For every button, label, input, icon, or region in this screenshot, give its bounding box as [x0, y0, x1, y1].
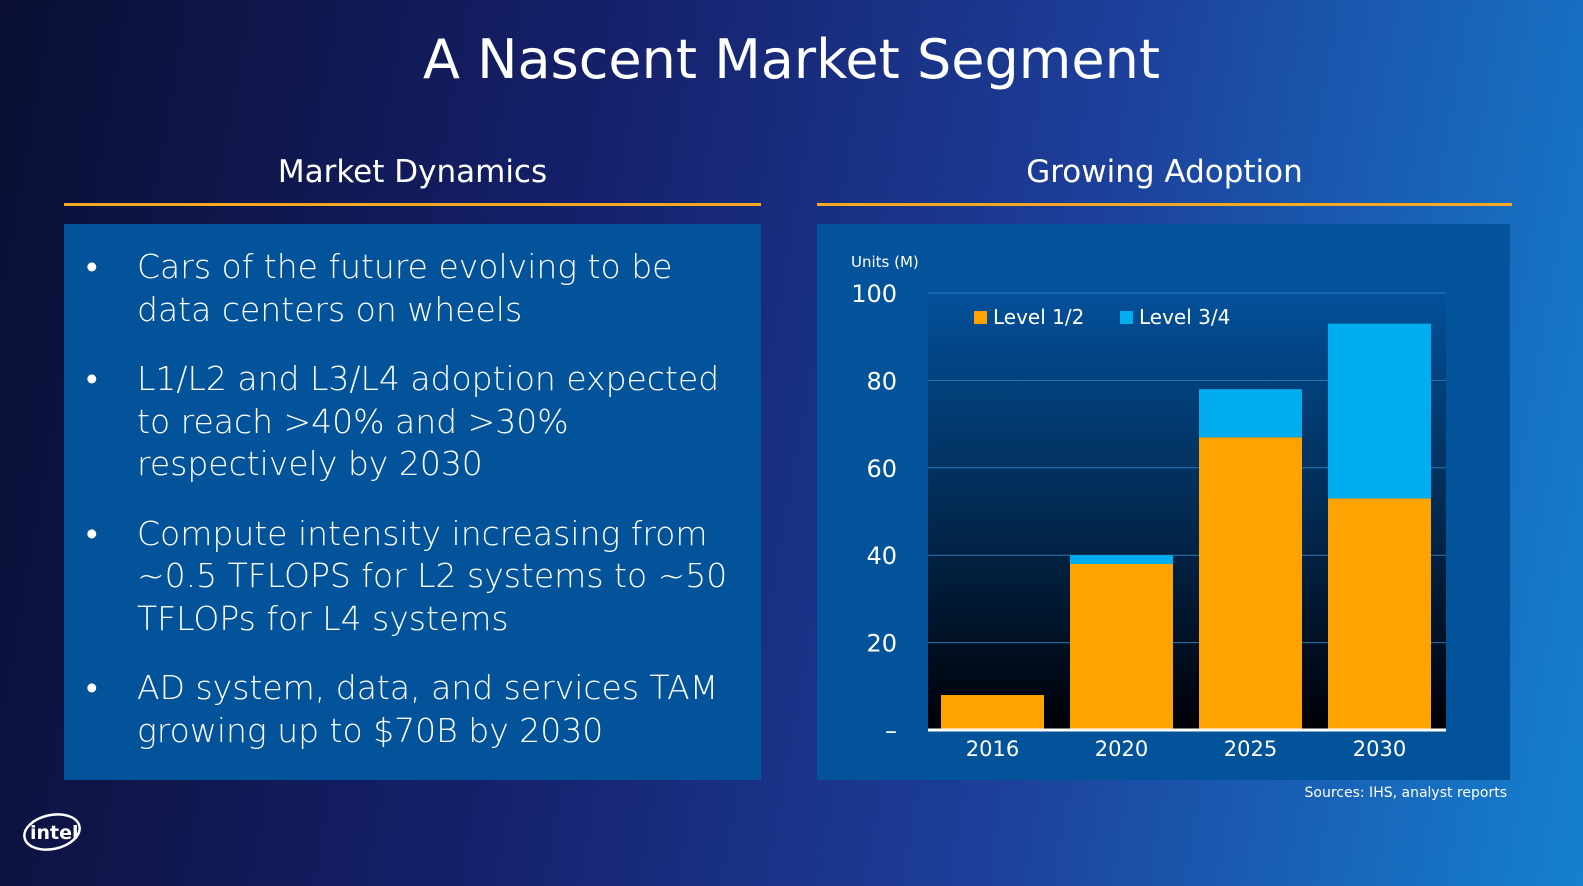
svg-text:intel: intel — [30, 822, 79, 844]
x-tick-label: 2025 — [1224, 737, 1277, 761]
heading-underline-left — [64, 203, 761, 206]
bar-level-3-4-2025 — [1199, 389, 1302, 438]
market-dynamics-panel: • Cars of the future evolving to be data … — [64, 224, 761, 780]
bar-level-1-2-2016 — [941, 695, 1044, 730]
legend-label: Level 3/4 — [1139, 305, 1230, 329]
bar-level-1-2-2020 — [1070, 563, 1173, 730]
bullet-text: Cars of the future evolving to be data c… — [137, 247, 673, 329]
legend-swatch — [1120, 311, 1133, 324]
bullet-list: • Cars of the future evolving to be data … — [64, 224, 761, 752]
bullet-icon: • — [86, 359, 98, 398]
bullet-item: • AD system, data, and services TAM growi… — [64, 667, 741, 752]
bullet-text: AD system, data, and services TAM growin… — [137, 668, 719, 750]
bar-level-1-2-2030 — [1328, 498, 1431, 730]
sources-note: Sources: IHS, analyst reports — [1304, 785, 1507, 801]
intel-logo: intel — [22, 812, 84, 858]
bullet-icon: • — [86, 247, 98, 286]
y-tick-label: – — [885, 717, 897, 745]
y-tick-label: 20 — [866, 630, 897, 658]
bullet-icon: • — [86, 668, 98, 707]
legend-label: Level 1/2 — [993, 305, 1084, 329]
heading-underline-right — [817, 203, 1512, 206]
x-tick-label: 2030 — [1353, 737, 1406, 761]
slide-title: A Nascent Market Segment — [423, 28, 1160, 91]
bullet-item: • Compute intensity increasing from ~0.5 … — [64, 513, 741, 641]
legend-swatch — [974, 311, 987, 324]
chart-panel: – 20 40 60 80 100 2016 2020 2025 2030 Level 1/2 Le… — [817, 224, 1510, 780]
bullet-text: L1/L2 and L3/L4 adoption expected to rea… — [137, 359, 720, 483]
bar-level-1-2-2025 — [1199, 437, 1302, 730]
x-tick-label: 2016 — [966, 737, 1019, 761]
growing-adoption-heading: Growing Adoption — [1026, 154, 1303, 190]
bullet-item: • Cars of the future evolving to be data … — [64, 246, 741, 331]
bullet-text: Compute intensity increasing from ~0.5 T… — [137, 513, 728, 638]
y-tick-label: 80 — [866, 367, 897, 395]
bar-level-3-4-2020 — [1070, 555, 1173, 564]
bar-level-3-4-2030 — [1328, 323, 1431, 499]
x-tick-label: 2020 — [1095, 737, 1148, 761]
bullet-item: • L1/L2 and L3/L4 adoption expected to re… — [64, 358, 741, 486]
stacked-bar-chart: – 20 40 60 80 100 2016 2020 2025 2030 Level 1/2 Le… — [851, 253, 1446, 761]
y-axis-label: Units (M) — [851, 253, 919, 271]
market-dynamics-heading: Market Dynamics — [277, 154, 548, 190]
y-tick-label: 100 — [851, 280, 897, 308]
y-tick-label: 40 — [866, 542, 897, 570]
bullet-icon: • — [86, 513, 98, 553]
y-tick-label: 60 — [866, 455, 897, 483]
